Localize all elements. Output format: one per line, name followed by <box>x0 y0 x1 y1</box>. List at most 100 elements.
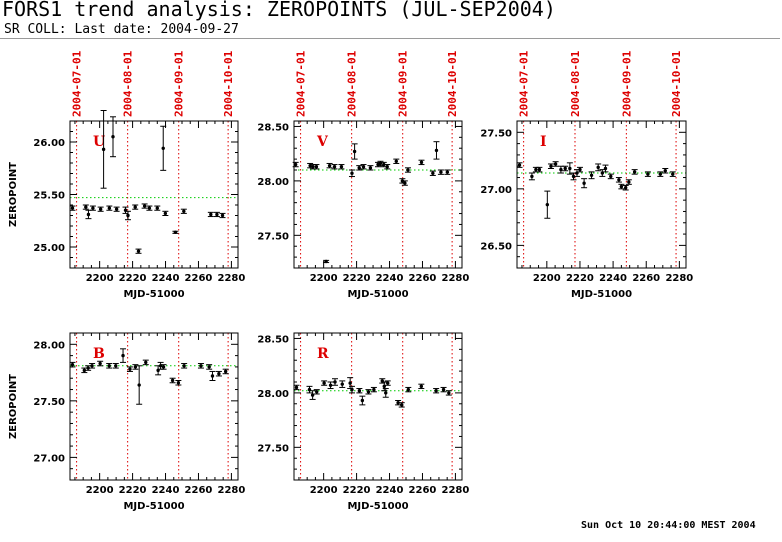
point-marker <box>217 372 221 376</box>
x-tick-label: 2200 <box>310 485 338 496</box>
y-tick-label: 25.00 <box>33 243 65 254</box>
point-marker <box>545 202 550 207</box>
x-tick-label: 2240 <box>599 273 627 284</box>
point-marker <box>632 170 637 174</box>
point-marker <box>223 369 228 374</box>
data-point <box>544 190 551 219</box>
point-marker <box>386 381 390 385</box>
data-point <box>331 164 338 170</box>
data-point <box>215 370 222 377</box>
point-marker <box>596 165 600 170</box>
point-marker <box>372 387 376 392</box>
point-marker <box>136 249 141 253</box>
data-point <box>142 359 149 366</box>
data-point <box>398 402 405 408</box>
y-tick-label: 27.50 <box>480 128 512 139</box>
page-title: FORS1 trend analysis: ZEROPOINTS (JUL-SE… <box>2 0 556 21</box>
point-marker <box>121 353 125 358</box>
point-marker <box>294 385 299 390</box>
data-point <box>106 363 113 369</box>
data-point <box>85 209 92 220</box>
data-point <box>69 361 76 368</box>
data-point <box>576 166 583 173</box>
x-tick-label: 2280 <box>217 273 245 284</box>
data-point <box>516 162 523 168</box>
point-marker <box>385 165 389 169</box>
point-marker <box>133 205 137 209</box>
data-point <box>97 206 104 212</box>
point-marker <box>617 178 621 182</box>
data-point <box>440 386 447 393</box>
point-marker <box>406 387 411 392</box>
point-marker <box>84 205 88 209</box>
data-point <box>418 159 425 166</box>
data-point <box>181 363 188 369</box>
point-marker <box>623 186 628 190</box>
data-point <box>662 167 669 174</box>
x-tick-label: 2220 <box>119 273 147 284</box>
point-marker <box>517 163 522 167</box>
month-marker-label: 2004-09-01 <box>397 50 410 117</box>
y-tick-label: 26.50 <box>480 241 512 252</box>
point-marker <box>86 212 91 217</box>
data-point <box>306 385 313 394</box>
data-point <box>404 167 411 173</box>
point-marker <box>314 165 319 169</box>
month-marker-label: 2004-08-01 <box>569 50 582 117</box>
point-marker <box>210 374 215 378</box>
point-marker <box>400 403 404 407</box>
data-point <box>124 210 131 221</box>
footer-timestamp: Sun Oct 10 20:44:00 MEST 2004 <box>581 520 756 531</box>
point-marker <box>350 387 354 392</box>
point-marker <box>368 166 373 170</box>
point-marker <box>324 259 328 264</box>
month-marker-label: 2004-08-01 <box>122 50 135 117</box>
data-point <box>169 377 176 384</box>
page-subtitle: SR COLL: Last date: 2004-09-27 <box>4 22 239 37</box>
chart-panel-b: 2200 2220 2240 2260 2280 27.00 27.50 28.00 MJD-5… <box>8 332 245 512</box>
point-marker <box>155 206 159 210</box>
x-tick-label: 2200 <box>86 273 114 284</box>
y-tick-label: 28.00 <box>33 340 65 351</box>
filter-label: B <box>93 346 105 362</box>
point-marker <box>293 162 298 167</box>
month-marker-label: 2004-07-01 <box>295 50 308 117</box>
point-marker <box>176 381 181 385</box>
y-tick-label: 27.50 <box>257 443 289 454</box>
point-marker <box>441 387 446 392</box>
x-tick-label: 2220 <box>119 485 147 496</box>
data-point <box>213 211 220 218</box>
data-point <box>644 171 651 177</box>
y-tick-label: 28.50 <box>257 122 289 133</box>
point-marker <box>578 167 582 172</box>
point-marker <box>327 163 332 168</box>
x-tick-label: 2200 <box>310 273 338 284</box>
filter-label: R <box>317 346 329 362</box>
data-point <box>154 205 161 211</box>
data-point <box>132 204 139 210</box>
data-point <box>219 212 226 219</box>
point-marker <box>310 393 315 397</box>
x-tick-label: 2220 <box>566 273 594 284</box>
point-marker <box>563 166 567 171</box>
point-marker <box>663 169 667 173</box>
filter-label: V <box>316 134 329 150</box>
data-point <box>444 169 451 175</box>
point-marker <box>114 364 118 368</box>
data-point <box>359 395 366 406</box>
data-point <box>356 388 363 394</box>
x-tick-label: 2260 <box>409 273 437 284</box>
data-point <box>622 184 629 191</box>
x-tick-label: 2280 <box>441 273 469 284</box>
point-marker <box>207 365 211 369</box>
point-marker <box>403 181 407 185</box>
point-marker <box>350 171 354 175</box>
point-marker <box>86 366 90 370</box>
point-marker <box>619 184 624 189</box>
data-point <box>401 180 408 186</box>
data-point <box>370 386 377 393</box>
month-marker-label: 2004-10-01 <box>670 50 683 117</box>
data-point <box>97 360 104 367</box>
point-marker <box>209 212 213 217</box>
data-point <box>160 125 167 171</box>
